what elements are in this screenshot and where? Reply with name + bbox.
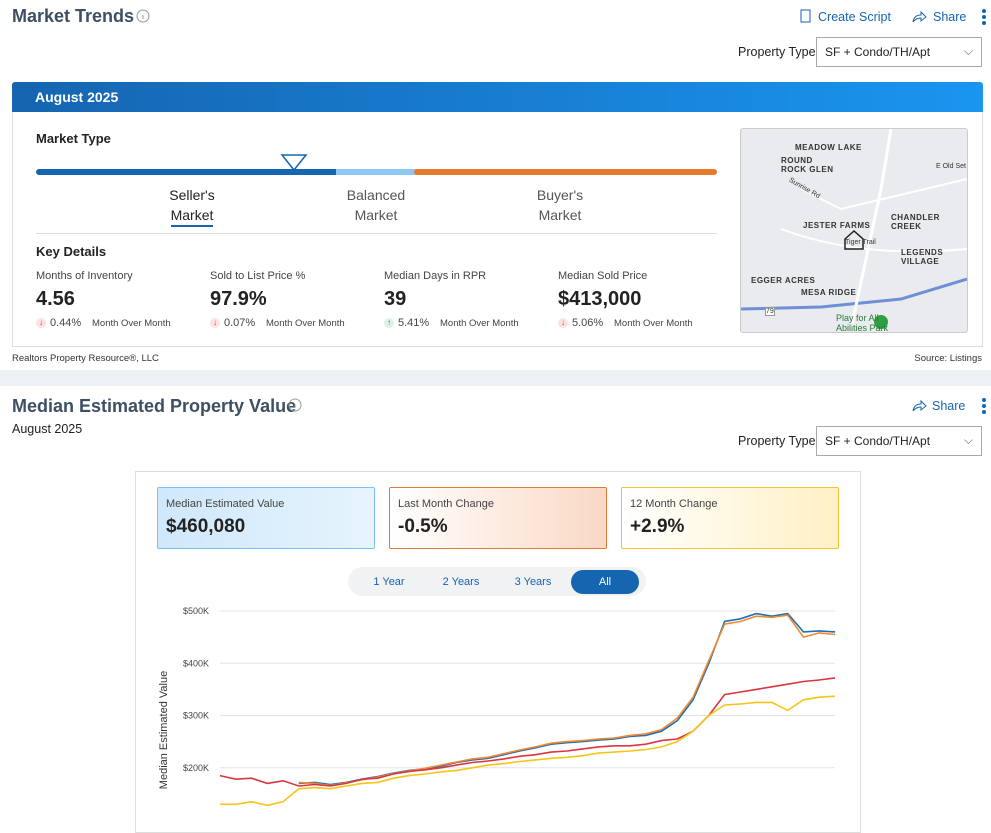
market-type-title: Market Type xyxy=(36,131,111,146)
footer-right: Source: Listings xyxy=(914,353,982,364)
gauge xyxy=(36,154,717,175)
gauge-line: Market xyxy=(354,207,398,223)
tab[interactable]: 3 Years xyxy=(514,576,552,588)
metric-change: 5.41% xyxy=(398,317,430,329)
banner-period: August 2025 xyxy=(35,89,119,105)
metric-change: 0.44% xyxy=(50,317,82,329)
info-icon[interactable] xyxy=(288,398,302,412)
gauge-label: Balanced Market xyxy=(331,185,421,225)
gauge-line: Buyer's xyxy=(536,187,584,203)
share-text: Share xyxy=(933,10,967,24)
map-roads xyxy=(741,129,967,330)
metric-change: 0.07% xyxy=(224,317,256,329)
metric-change-note: Month Over Month xyxy=(266,318,345,329)
property-type-select[interactable]: SF + Condo/TH/Apt ⌵ xyxy=(816,37,982,67)
gauge-line: Market xyxy=(170,205,214,227)
share-button[interactable]: Share xyxy=(912,10,966,24)
metric-change-note: Month Over Month xyxy=(440,318,519,329)
value-card: Median Estimated Value $460,080 xyxy=(157,487,375,549)
menu-icon[interactable] xyxy=(981,8,987,26)
card-label: Last Month Change xyxy=(398,498,495,510)
property-type-label: Property Type xyxy=(738,45,816,59)
select-value: SF + Condo/TH/Apt xyxy=(825,434,931,448)
footer-left: Realtors Property Resource®, LLC xyxy=(12,353,159,364)
share-icon xyxy=(912,399,927,412)
key-details-title: Key Details xyxy=(36,244,107,259)
metric-value: 97.9% xyxy=(210,288,267,310)
property-type-label: Property Type xyxy=(738,434,816,448)
series-line xyxy=(298,612,836,786)
metric-label: Months of Inventory xyxy=(36,270,133,282)
card-label: 12 Month Change xyxy=(630,498,718,510)
map-label: MEADOW LAKE xyxy=(795,143,862,152)
banner xyxy=(12,82,983,112)
trend-icon: ↑ xyxy=(384,318,394,328)
select-value: SF + Condo/TH/Apt xyxy=(825,45,931,59)
metric-value: $413,000 xyxy=(558,288,642,310)
share-icon xyxy=(912,10,927,23)
map-label: CHANDLER CREEK xyxy=(891,213,940,231)
card-value: $460,080 xyxy=(166,516,246,537)
trend-icon: ↓ xyxy=(558,318,568,328)
market-card xyxy=(12,112,983,347)
map-label: MESA RIDGE xyxy=(801,288,857,297)
share-button[interactable]: Share xyxy=(932,399,966,413)
map-label: ROUND ROCK GLEN xyxy=(781,156,834,174)
info-icon[interactable] xyxy=(136,9,150,23)
card-value: +2.9% xyxy=(630,516,685,537)
section-title: Market Trends xyxy=(12,6,135,26)
y-axis-label: Median Estimated Value xyxy=(158,671,170,789)
page: Market Trends Create Script Share Proper… xyxy=(0,6,991,833)
metric-change-note: Month Over Month xyxy=(614,318,693,329)
value-card: 12 Month Change +2.9% xyxy=(621,487,839,549)
section-gap xyxy=(0,370,991,386)
map-label: E Old Set xyxy=(936,163,966,170)
map-label: EGGER ACRES xyxy=(751,276,816,285)
tab[interactable]: 2 Years xyxy=(442,576,480,588)
card-label: Median Estimated Value xyxy=(166,498,285,510)
gauge-label: Seller's Market xyxy=(147,185,237,227)
trend-icon: ↓ xyxy=(210,318,220,328)
map-label: 79 xyxy=(765,307,775,316)
series-line xyxy=(219,677,836,787)
gauge-line: Seller's xyxy=(169,187,215,203)
menu-icon[interactable] xyxy=(981,397,987,415)
script-icon xyxy=(800,9,811,23)
metric-label: Sold to List Price % xyxy=(210,270,306,282)
metric-value: 39 xyxy=(384,288,407,310)
section-title: Median Estimated Property Value xyxy=(12,396,297,416)
y-tick-label: $300K xyxy=(183,711,209,721)
section-period: August 2025 xyxy=(12,422,83,436)
map-label: LEGENDS VILLAGE xyxy=(901,248,944,266)
series-line xyxy=(220,695,836,807)
property-type-select[interactable]: SF + Condo/TH/Apt ⌵ xyxy=(816,426,982,456)
create-script[interactable]: Create Script xyxy=(818,10,891,24)
metric-change: 5.06% xyxy=(572,317,604,329)
y-tick-label: $400K xyxy=(183,658,209,668)
tab[interactable]: 1 Year xyxy=(373,576,405,588)
map-label: Tiger Trail xyxy=(845,239,876,246)
trend-icon: ↓ xyxy=(36,318,46,328)
line-chart: Median Estimated Value $500K $400K $300K $2… xyxy=(158,606,836,807)
card-value: -0.5% xyxy=(398,516,448,537)
value-card: Last Month Change -0.5% xyxy=(389,487,607,549)
map[interactable]: MEADOW LAKE ROUND ROCK GLEN CHANDLER CRE… xyxy=(740,128,968,333)
metric-change-note: Month Over Month xyxy=(92,318,171,329)
metric-label: Median Sold Price xyxy=(558,270,648,282)
gauge-line: Balanced xyxy=(346,187,406,203)
map-label: JESTER FARMS xyxy=(803,221,871,230)
divider xyxy=(36,233,717,234)
gauge-line: Market xyxy=(538,207,582,223)
map-label: Play for All Abilities Park xyxy=(836,313,889,333)
gauge-label: Buyer's Market xyxy=(515,185,605,225)
tab[interactable]: All xyxy=(571,570,639,594)
y-tick-label: $200K xyxy=(183,763,209,773)
series-line xyxy=(298,614,836,787)
metric-label: Median Days in RPR xyxy=(384,270,487,282)
metric-value: 4.56 xyxy=(36,288,75,310)
y-tick-label: $500K xyxy=(183,606,209,616)
